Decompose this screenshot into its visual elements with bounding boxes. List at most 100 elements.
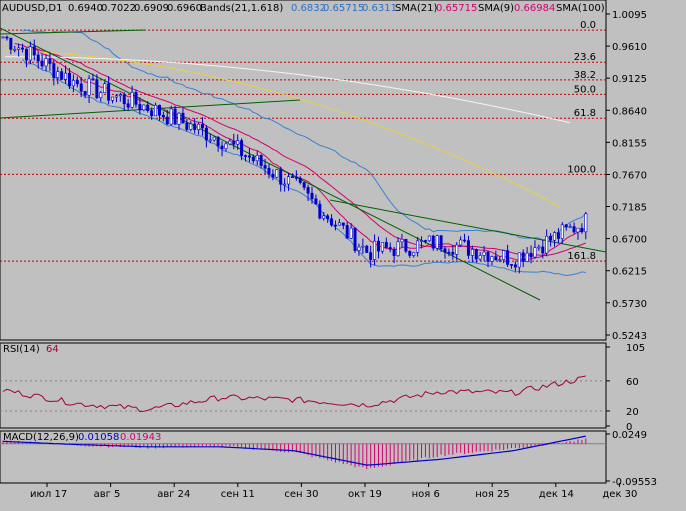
ohlc-close: 0.6960 [167,3,202,14]
candle-body [267,167,271,175]
candle-body [287,176,291,185]
candle-body [197,123,201,130]
candle-body [134,92,138,105]
candle-body [435,235,439,249]
date-tick-label: дек 30 [602,489,637,500]
rsi-label: RSI(14) [3,344,40,355]
candle-body [459,239,463,246]
candle-body [365,245,369,253]
date-tick-label: ноя 25 [475,489,510,500]
candle-body [498,259,502,261]
candle-body [111,96,115,101]
candle-body [564,224,568,228]
trendline-upper [329,199,607,253]
candle-body [114,95,118,98]
candle-body [584,213,588,233]
sma21-label: SMA(21) [395,3,437,14]
macd-panel[interactable] [0,430,607,484]
candle-body [251,156,255,162]
sma9-value: 0.66984 [514,3,555,14]
candle-body [236,140,240,145]
candle-body [228,140,232,145]
candle-body [1,36,5,39]
candle-body [232,140,236,145]
ohlc-high: 0.7022 [101,3,136,14]
bollinger-lower-line [22,58,586,277]
price-tick-label: 0.6700 [612,235,647,246]
price-tick-label: 0.8155 [612,138,647,149]
candle-body [388,247,392,250]
candle-body [431,235,435,249]
date-tick-label: ноя 6 [412,489,440,500]
candle-body [150,110,154,117]
macd-signal-value: 0.01943 [120,432,161,443]
price-tick-label: 0.7670 [612,170,647,181]
symbol-label: AUDUSD,D1 [2,3,62,14]
candle-body [474,249,478,260]
fib-level-label: 38.2 [574,70,596,81]
candle-body [337,222,341,226]
candle-body [525,252,529,262]
candle-body [79,83,83,92]
date-tick-label: дек 14 [539,489,574,500]
price-tick-label: 0.6215 [612,267,647,278]
candle-body [318,203,322,219]
candle-body [48,58,52,64]
candle-body [173,108,177,125]
date-tick-label: окт 19 [348,489,382,500]
candle-body [463,239,467,242]
candle-body [118,94,122,97]
rsi-tick-label: 0 [626,422,632,433]
date-tick-label: авг 5 [94,489,121,500]
price-panel[interactable] [0,0,607,341]
macd-tick-label: -0.09553 [612,477,657,488]
candle-body [95,79,99,99]
fib-level-label: 161.8 [567,251,596,262]
rsi-tick-label: 60 [626,377,639,388]
candle-body [298,177,302,183]
date-tick-label: июл 17 [30,489,67,500]
candle-body [396,241,400,256]
candle-body [506,250,510,265]
date-tick-label: сен 30 [284,489,318,500]
price-tick-label: 0.5243 [612,331,647,342]
fib-level-label: 61.8 [574,108,596,119]
macd-label: MACD(12,26,9) [3,432,79,443]
candle-body [40,60,44,67]
candle-body [380,242,384,252]
candle-body [568,226,572,228]
candle-body [200,123,204,129]
candle-body [107,83,111,101]
candle-body [75,80,79,85]
candle-body [513,264,517,268]
date-tick-label: авг 24 [157,489,190,500]
candle-body [420,240,424,242]
candle-body [412,252,416,256]
candle-body [99,92,103,99]
candle-body [64,72,68,80]
candle-body [521,252,525,262]
rsi-panel[interactable] [0,342,607,429]
sma100-label: SMA(100) [556,3,605,14]
ohlc-open: 0.6940 [68,3,103,14]
candle-body [302,182,306,188]
bands-label: Bands(21,1.618) [200,3,283,14]
candle-body [451,251,455,255]
candle-body [181,112,185,124]
candle-body [490,256,494,262]
candle-body [212,136,216,141]
candle-body [369,252,373,260]
candle-body [56,71,60,78]
candle-body [509,264,513,266]
candle-body [283,183,287,186]
candle-body [376,240,380,252]
candle-body [44,58,48,67]
candle-body [333,224,337,227]
candle-body [482,251,486,256]
candle-body [138,104,142,111]
fib-level-label: 50.0 [574,84,596,95]
candle-body [126,103,130,108]
candle-body [443,248,447,253]
candle-body [494,256,498,261]
